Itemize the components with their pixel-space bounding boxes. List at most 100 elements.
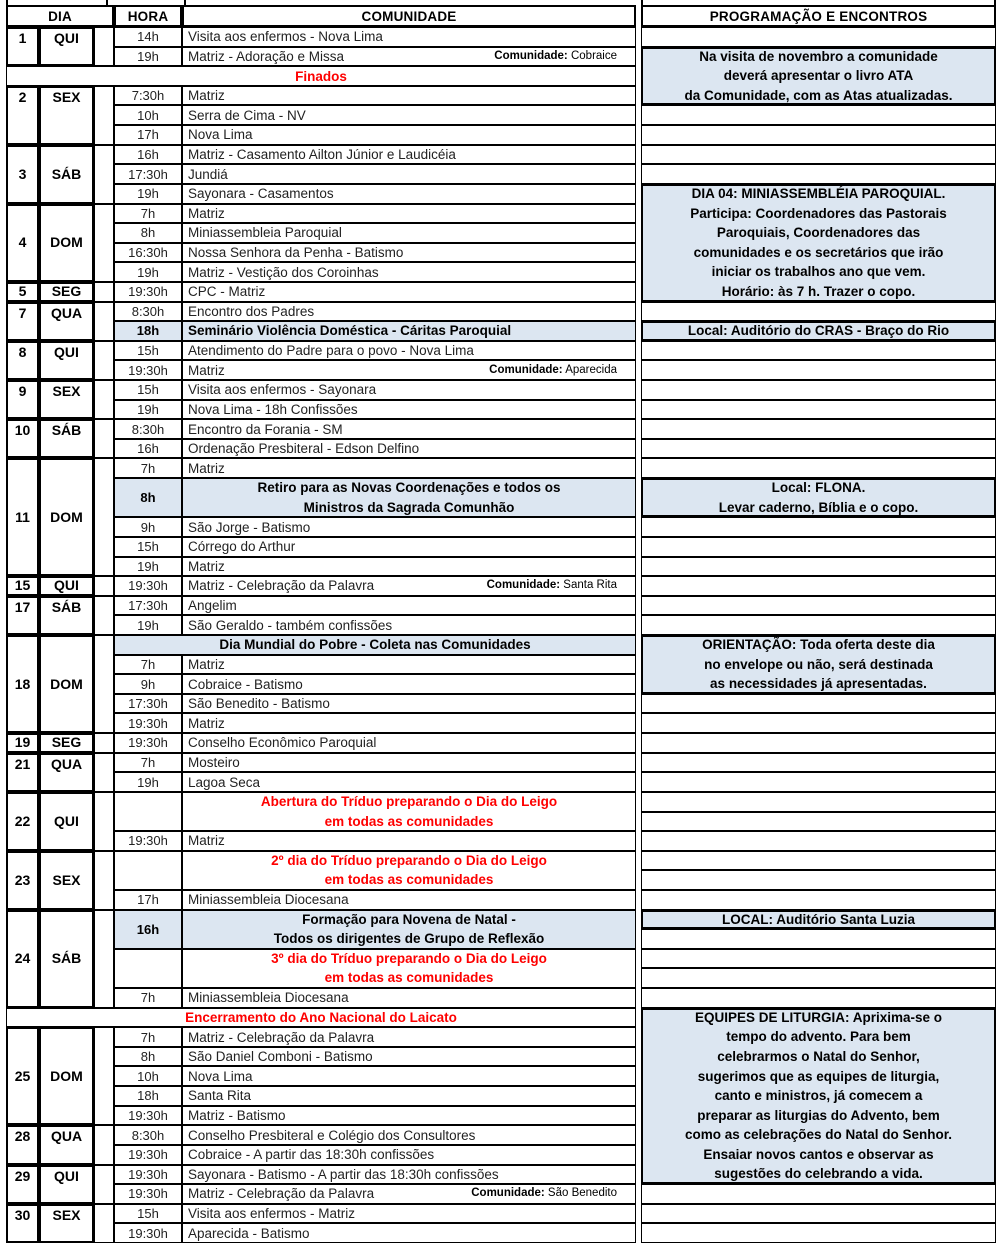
day-number-cell: 5 [6, 281, 39, 302]
event-cell: Jundiá [182, 164, 636, 184]
time-cell: 19:30h [114, 1223, 182, 1243]
event-text: Miniassembleia Diocesana [188, 892, 349, 908]
day-spacer-cell [94, 281, 114, 302]
time-cell: 19h [114, 556, 182, 577]
programacao-empty-cell [641, 1203, 996, 1224]
note-line: celebrarmos o Natal do Senhor, [717, 1048, 920, 1064]
event-cell: Matriz [182, 85, 636, 106]
note-line: comunidades e os secretários que irão [693, 244, 944, 260]
event-text: Jundiá [188, 166, 228, 182]
day-number-cell: 1 [6, 27, 39, 67]
event-cell: Nova Lima [182, 1066, 636, 1087]
programacao-empty-cell [641, 870, 996, 890]
programacao-empty-cell [641, 595, 996, 616]
event-text: Matriz - Casamento Ailton Júnior e Laudi… [188, 146, 456, 162]
time-cell: 7:30h [114, 85, 182, 106]
time-cell: 15h [114, 380, 182, 400]
event-text: Conselho Presbiteral e Colégio dos Consu… [188, 1127, 476, 1143]
day-spacer-cell [94, 576, 114, 596]
day-spacer-cell [94, 1125, 114, 1165]
time-cell: 19h [114, 615, 182, 635]
event-block-line: em todas as comunidades [324, 872, 494, 888]
day-name-cell: SEX [39, 1203, 94, 1243]
day-name-cell: SÁB [39, 419, 94, 459]
event-block: 3º dia do Tríduo preparando o Dia do Lei… [182, 948, 636, 989]
event-cell: Visita aos enfermos - Matriz [182, 1203, 636, 1224]
day-name-cell: DOM [39, 203, 94, 282]
banner-row: Encerramento do Ano Nacional do Laicato [6, 1007, 636, 1028]
programacao-empty-cell [641, 458, 996, 479]
programacao-empty-cell [641, 850, 996, 871]
day-spacer-cell [94, 419, 114, 459]
event-cell: Santa Rita [182, 1086, 636, 1106]
programacao-empty-cell [641, 419, 996, 439]
programacao-empty-cell [641, 752, 996, 773]
time-cell: 9h [114, 674, 182, 694]
programacao-empty-cell [641, 889, 996, 910]
day-spacer-cell [94, 85, 114, 145]
event-cell: São Geraldo - também confissões [182, 615, 636, 635]
programacao-empty-cell [641, 693, 996, 714]
day-number-cell: 21 [6, 752, 39, 792]
programacao-empty-cell [641, 340, 996, 361]
event-text: Ordenação Presbiteral - Edson Delfino [188, 441, 420, 457]
event-cell: Matriz [182, 831, 636, 851]
day-spacer-cell [94, 791, 114, 851]
day-spacer-cell [94, 1027, 114, 1126]
day-name-cell: QUA [39, 752, 94, 792]
event-text: Sayonara - Batismo - A partir das 18:30h… [188, 1166, 499, 1182]
programacao-empty-cell [641, 536, 996, 557]
event-text: Nova Lima [188, 127, 253, 143]
programacao-empty-cell [641, 1223, 996, 1243]
event-block: Formação para Novena de Natal - Todos os … [182, 909, 636, 949]
time-cell: 7h [114, 458, 182, 479]
event-text: São Benedito - Batismo [188, 696, 330, 712]
note-line: como as celebrações do Natal do Senhor. [684, 1127, 953, 1143]
event-cell: Matriz [182, 713, 636, 734]
programacao-empty-cell [641, 831, 996, 851]
note-line: preparar as liturgias do Advento, bem [697, 1107, 940, 1123]
schedule-grid: DIA HORA COMUNIDADE PROGRAMAÇÃO E ENCONT… [6, 5, 996, 1243]
event-block-line: em todas as comunidades [324, 813, 494, 829]
event-text: Miniassembleia Diocesana [188, 990, 349, 1006]
time-cell: 19h [114, 46, 182, 67]
day-number-cell: 23 [6, 850, 39, 910]
event-text: Seminário Violência Doméstica - Cáritas … [188, 323, 512, 339]
time-cell: 17h [114, 125, 182, 145]
event-text: Matriz - Celebração da Palavra [188, 578, 375, 594]
day-number-cell: 4 [6, 203, 39, 282]
day-spacer-cell [94, 635, 114, 734]
event-cell: Nova Lima - 18h Confissões [182, 399, 636, 420]
time-cell [114, 850, 182, 890]
note-line: EQUIPES DE LITURGIA: Aprixima-se o [694, 1009, 943, 1025]
time-cell: 17h [114, 889, 182, 910]
event-cell: Miniassembleia Paroquial [182, 223, 636, 243]
time-cell: 19:30h [114, 831, 182, 851]
event-text: Visita aos enfermos - Matriz [188, 1206, 356, 1222]
note-line: iniciar os trabalhos ano que vem. [711, 264, 926, 280]
note-line: no envelope ou não, será destinada [704, 656, 933, 672]
time-cell: 10h [114, 1066, 182, 1087]
programacao-empty-cell [641, 811, 996, 832]
event-text: Matriz - Celebração da Palavra [188, 1029, 375, 1045]
event-block-line: Formação para Novena de Natal - [302, 911, 516, 927]
time-cell: 7h [114, 988, 182, 1008]
event-cell: Matriz - Celebração da Palavra Comunidade… [182, 576, 636, 596]
note-line: Ensaiar novos cantos e observar as [703, 1146, 934, 1162]
time-cell: 18h [114, 1086, 182, 1106]
event-text: Serra de Cima - NV [188, 107, 306, 123]
time-cell: 18h [114, 321, 182, 341]
time-cell: 16h [114, 438, 182, 459]
time-cell: 15h [114, 536, 182, 557]
event-text: Matriz [188, 833, 225, 849]
note-line: ORIENTAÇÃO: Toda oferta deste dia [702, 637, 935, 653]
event-cell: Matriz - Casamento Ailton Júnior e Laudi… [182, 144, 636, 165]
programacao-empty-cell [641, 105, 996, 126]
day-number-cell: 24 [6, 909, 39, 1008]
note-line: LOCAL: Auditório Santa Luzia [722, 911, 915, 927]
programacao-empty-cell [641, 517, 996, 537]
programacao-empty-cell [641, 27, 996, 47]
day-spacer-cell [94, 909, 114, 1008]
event-block-line: Ministros da Sagrada Comunhão [303, 499, 515, 515]
banner-row: Finados [6, 66, 636, 86]
